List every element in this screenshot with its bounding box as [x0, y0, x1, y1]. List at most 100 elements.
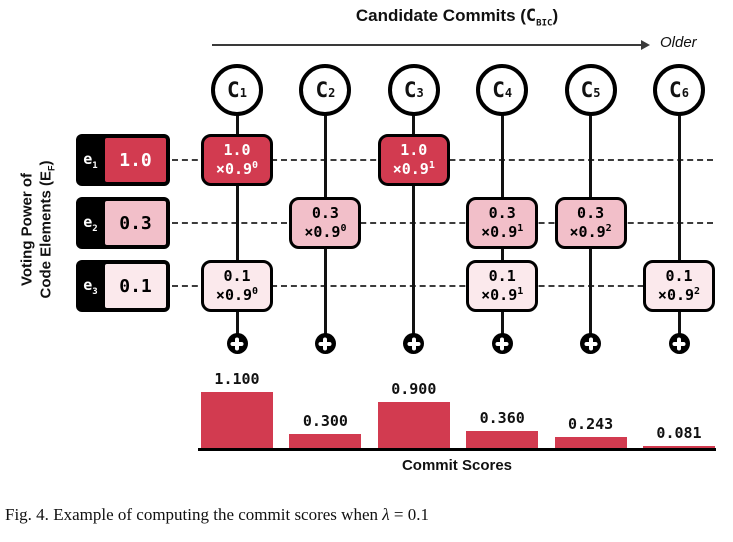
caption-text: Example of computing the commit scores w…	[48, 505, 383, 524]
caption-fig-number: Fig. 4.	[5, 505, 49, 524]
caption-lambda-symbol: λ	[382, 505, 390, 524]
cell-decay-exponent: 0	[340, 223, 347, 234]
element-power-box-e1: e1 1.0	[76, 134, 170, 186]
score-bar-c2	[289, 434, 362, 450]
sum-plus-icon-c4	[491, 333, 513, 354]
element-power-box-e3: e3 0.1	[76, 260, 170, 312]
score-cell-c6-e3: 0.1 ×0.92	[643, 260, 715, 312]
commit-label: C	[669, 78, 682, 102]
cell-decay-exponent: 0	[252, 160, 259, 171]
caption-lambda-value: = 0.1	[389, 505, 429, 524]
commit-label-sub: 3	[416, 86, 424, 100]
commit-line-c6	[677, 112, 681, 336]
score-cell-c3-e1: 1.0 ×0.91	[377, 134, 450, 186]
score-bar-value-c1: 1.100	[214, 370, 260, 388]
commit-label-sub: 5	[593, 86, 601, 100]
score-cell-c4-e3: 0.1 ×0.91	[466, 260, 539, 312]
score-cell-c1-e1: 1.0 ×0.90	[201, 134, 273, 186]
commit-label-sub: 6	[681, 86, 689, 100]
score-bar-c3	[377, 402, 450, 450]
figure-title: Candidate Commits (CBIC)	[198, 6, 716, 28]
commit-set-symbol: C	[525, 6, 537, 26]
score-bar-c1	[201, 392, 273, 450]
cell-power-value: 1.0	[223, 140, 251, 159]
score-cell-c4-e2: 0.3 ×0.91	[466, 197, 539, 249]
cell-decay-factor: ×0.91	[392, 160, 435, 178]
figure-title-close: )	[552, 6, 559, 25]
cell-decay-factor: ×0.90	[215, 160, 259, 178]
cell-decay-factor: ×0.91	[481, 223, 524, 241]
cell-power-value: 0.1	[223, 266, 251, 285]
element-power-box-e2: e2 0.3	[76, 197, 170, 249]
cell-decay-factor: ×0.92	[657, 286, 701, 304]
score-bar-value-c2: 0.300	[302, 412, 348, 430]
cell-power-value: 0.3	[311, 203, 339, 222]
voting-power-axis-label: Voting Power of Code Elements (EF)	[19, 130, 58, 330]
commit-line-c1	[235, 112, 239, 336]
cell-decay-factor: ×0.91	[481, 286, 524, 304]
score-bar-value-c3: 0.900	[391, 380, 437, 398]
axis-label-line2: Code Elements (E	[37, 170, 55, 299]
commit-label-sub: 1	[239, 86, 247, 100]
axis-label-subscript: F	[46, 165, 57, 171]
commit-label-sub: 4	[504, 86, 513, 100]
element-label-e1: e1	[83, 149, 98, 171]
figure-title-text: Candidate Commits (	[355, 6, 526, 25]
cell-power-value: 0.1	[665, 266, 693, 285]
score-bar-value-c5: 0.243	[568, 415, 614, 433]
score-bar-c4	[466, 431, 539, 450]
element-power-value-e1: 1.0	[105, 138, 166, 182]
cell-decay-factor: ×0.90	[215, 286, 259, 304]
dashed-guide-e3	[172, 285, 713, 287]
score-bar-value-c4: 0.360	[479, 409, 525, 427]
commit-label: C	[580, 78, 594, 102]
commit-label-sub: 2	[328, 86, 336, 100]
figure-caption: Fig. 4. Example of computing the commit …	[5, 505, 725, 525]
sum-plus-icon-c6	[668, 333, 690, 354]
commit-label: C	[227, 78, 240, 102]
score-bar-value-c6: 0.081	[656, 424, 702, 442]
score-bar-c5	[554, 437, 627, 450]
sum-plus-icon-c5	[580, 333, 602, 354]
sum-plus-icon-c1	[226, 333, 248, 354]
element-power-value-e2: 0.3	[105, 201, 166, 245]
element-label-e3: e3	[83, 275, 98, 297]
axis-label-close: )	[37, 160, 55, 166]
cell-power-value: 0.3	[577, 203, 605, 222]
chart-baseline	[198, 448, 716, 451]
element-power-value-e3: 0.1	[105, 264, 166, 308]
time-arrow-head-icon	[641, 40, 650, 50]
cell-decay-exponent: 1	[517, 223, 524, 234]
older-label: Older	[660, 34, 697, 51]
commit-scores-label: Commit Scores	[401, 457, 513, 474]
sum-plus-icon-c3	[403, 333, 425, 354]
cell-decay-exponent: 1	[428, 160, 435, 171]
cell-decay-exponent: 1	[517, 286, 524, 297]
time-arrow-line	[212, 44, 642, 46]
commit-label: C	[315, 78, 329, 102]
commit-label: C	[403, 78, 417, 102]
dashed-guide-e2	[172, 222, 713, 224]
cell-decay-factor: ×0.90	[304, 223, 347, 241]
cell-decay-exponent: 2	[605, 223, 612, 234]
cell-power-value: 0.1	[488, 266, 516, 285]
axis-label-line1: Voting Power of	[18, 172, 36, 287]
sum-plus-icon-c2	[314, 333, 336, 354]
cell-decay-exponent: 2	[694, 286, 701, 297]
commit-line-c3	[412, 112, 416, 336]
commit-set-subscript: BIC	[536, 18, 553, 29]
cell-decay-exponent: 0	[252, 286, 259, 297]
score-cell-c1-e3: 0.1 ×0.90	[201, 260, 273, 312]
element-label-e2: e2	[83, 212, 98, 234]
score-cell-c2-e2: 0.3 ×0.90	[289, 197, 362, 249]
commit-label: C	[492, 78, 505, 102]
cell-power-value: 1.0	[400, 140, 428, 159]
score-cell-c5-e2: 0.3 ×0.92	[554, 197, 627, 249]
